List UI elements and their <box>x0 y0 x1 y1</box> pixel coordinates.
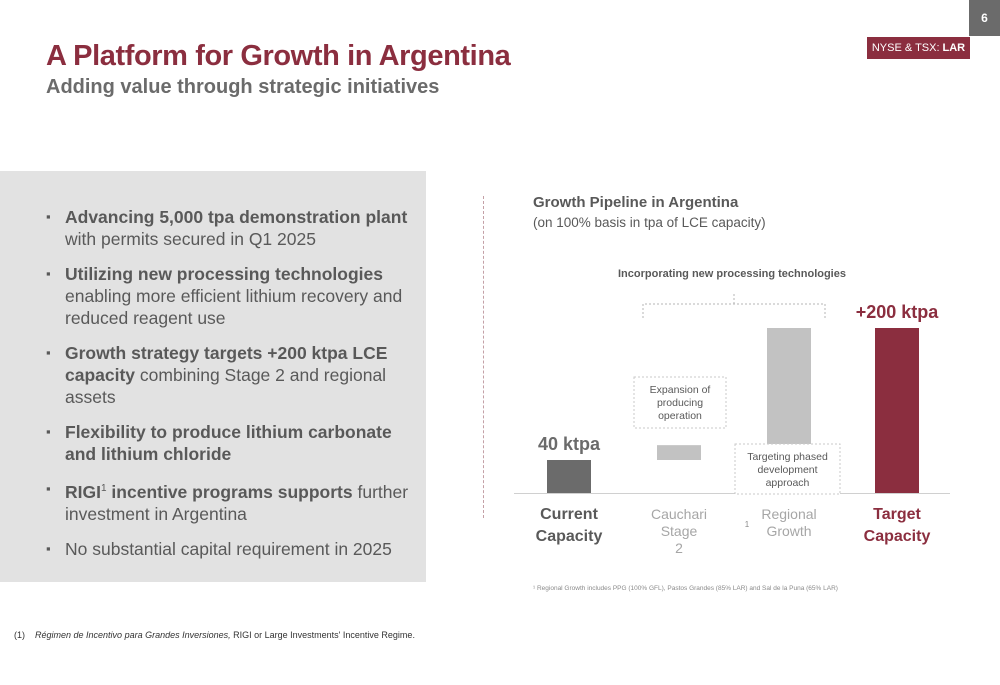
bullet-list: Advancing 5,000 tpa demonstration plant … <box>46 206 418 573</box>
footnote-text: RIGI or Large Investments' Incentive Reg… <box>233 630 415 640</box>
page-title: A Platform for Growth in Argentina <box>46 40 511 72</box>
category-label: Target Capacity <box>864 506 931 545</box>
bullet-item: Growth strategy targets +200 ktpa LCE ca… <box>46 342 418 408</box>
ticker-prefix: NYSE & TSX: <box>871 42 940 54</box>
category-label: Cauchari Stage 2 <box>651 506 707 556</box>
bullet-item: RIGI1 incentive programs supports furthe… <box>46 478 418 525</box>
bullet-item: Utilizing new processing technologies en… <box>46 263 418 329</box>
page-number: 6 <box>969 0 1000 36</box>
chart-note: ¹ Regional Growth includes PPG (100% GFL… <box>533 585 838 592</box>
bullet-bold: Flexibility to produce lithium carbonate… <box>65 422 392 464</box>
bullet-text: further investment in Argentina <box>65 481 409 524</box>
bar-value-label: +200 ktpa <box>856 302 940 322</box>
bullet-bold: RIGI <box>65 481 101 502</box>
category-superscript: 1 <box>745 520 750 529</box>
cauchari-note-box <box>633 376 727 429</box>
bar-2 <box>657 445 701 460</box>
footnote: (1) Régimen de Incentivo para Grandes In… <box>14 630 415 640</box>
bullet-item: Flexibility to produce lithium carbonate… <box>46 421 418 465</box>
bullet-bold: Growth strategy targets +200 ktpa LCE ca… <box>65 343 388 385</box>
bar-value-label: 40 ktpa <box>538 434 601 454</box>
category-label: Regional Growth <box>761 506 816 539</box>
bar-1 <box>547 460 591 493</box>
regional-note-box <box>734 443 841 495</box>
bullet-item: Advancing 5,000 tpa demonstration plant … <box>46 206 418 250</box>
bar-3 <box>767 328 811 446</box>
page-subtitle: Adding value through strategic initiativ… <box>46 76 440 98</box>
bullet-bold: Advancing 5,000 tpa demonstration plant <box>65 207 408 227</box>
bullet-item: No substantial capital requirement in 20… <box>46 538 418 560</box>
regional-note-text: Targeting phased development approach <box>747 451 828 489</box>
chart-subtitle: (on 100% basis in tpa of LCE capacity) <box>533 215 766 230</box>
bracket-line <box>642 293 826 318</box>
ticker-symbol: LAR <box>942 42 966 54</box>
chart-title: Growth Pipeline in Argentina <box>533 194 739 211</box>
bullet-text: combining Stage 2 and regional assets <box>65 365 387 407</box>
category-label: Current Capacity <box>536 506 603 545</box>
bullet-bold: incentive programs supports <box>111 481 353 502</box>
bullet-superscript: 1 <box>100 483 107 494</box>
ticker-badge: NYSE & TSX: LAR <box>867 37 970 59</box>
footnote-marker: (1) <box>14 630 25 640</box>
footnote-italic: Régimen de Incentivo para Grandes Invers… <box>35 630 231 640</box>
bullet-text: enabling more efficient lithium recovery… <box>65 286 403 328</box>
bracket-label: Incorporating new processing technologie… <box>618 268 846 280</box>
bullet-text: with permits secured in Q1 2025 <box>65 229 316 249</box>
cauchari-note-text: Expansion of producing operation <box>650 384 711 422</box>
section-divider <box>483 196 484 518</box>
bullet-bold: Utilizing new processing technologies <box>65 264 383 284</box>
bullet-text: No substantial capital requirement in 20… <box>65 538 392 559</box>
bar-4 <box>875 328 919 493</box>
